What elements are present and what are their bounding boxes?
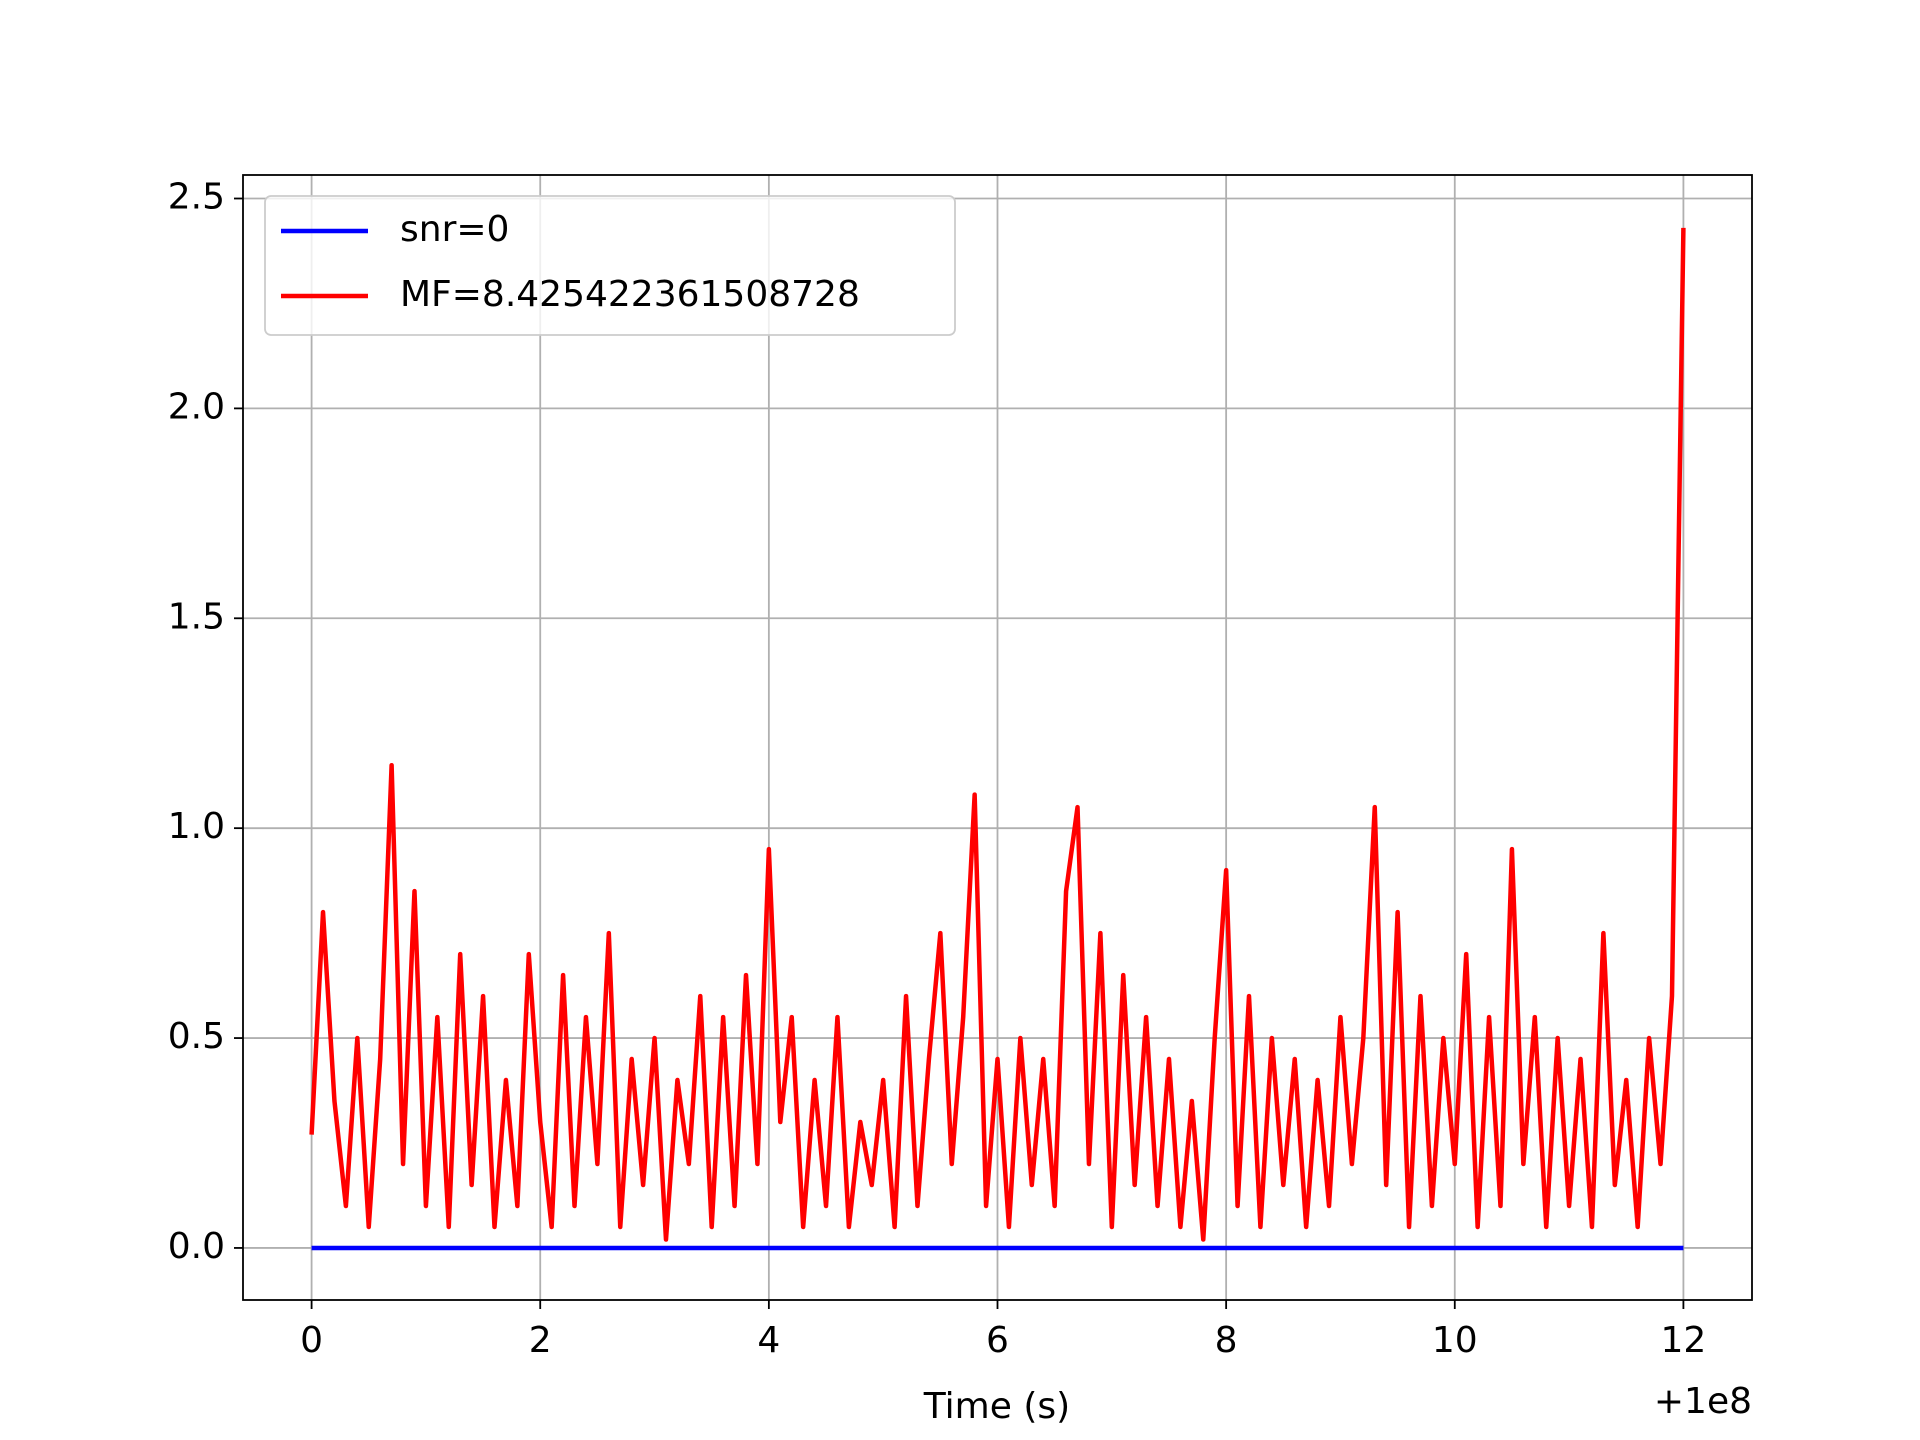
x-tick-label: 8 (1215, 1320, 1238, 1361)
data-line (309, 227, 1686, 1242)
x-offset-label: +1e8 (1654, 1381, 1752, 1422)
y-tick-label: 0.0 (168, 1226, 225, 1267)
x-tick-label: 12 (1661, 1320, 1707, 1361)
x-tick-label: 2 (529, 1320, 552, 1361)
y-tick-label: 2.0 (168, 386, 225, 427)
x-tick-label: 10 (1432, 1320, 1478, 1361)
x-tick-label: 0 (300, 1320, 323, 1361)
plot-frame (242, 174, 1753, 1301)
y-tick-label: 1.5 (168, 596, 225, 637)
x-axis-label: Time (s) (923, 1386, 1070, 1427)
y-tick-label: 1.0 (168, 806, 225, 847)
y-tick-label: 0.5 (168, 1016, 225, 1057)
y-tick-label: 2.5 (168, 177, 225, 218)
legend-label: snr=0 (400, 209, 509, 250)
legend-box (264, 195, 956, 336)
x-tick-label: 4 (757, 1320, 780, 1361)
legend-label: MF=8.425422361508728 (400, 274, 860, 315)
x-tick-label: 6 (986, 1320, 1009, 1361)
